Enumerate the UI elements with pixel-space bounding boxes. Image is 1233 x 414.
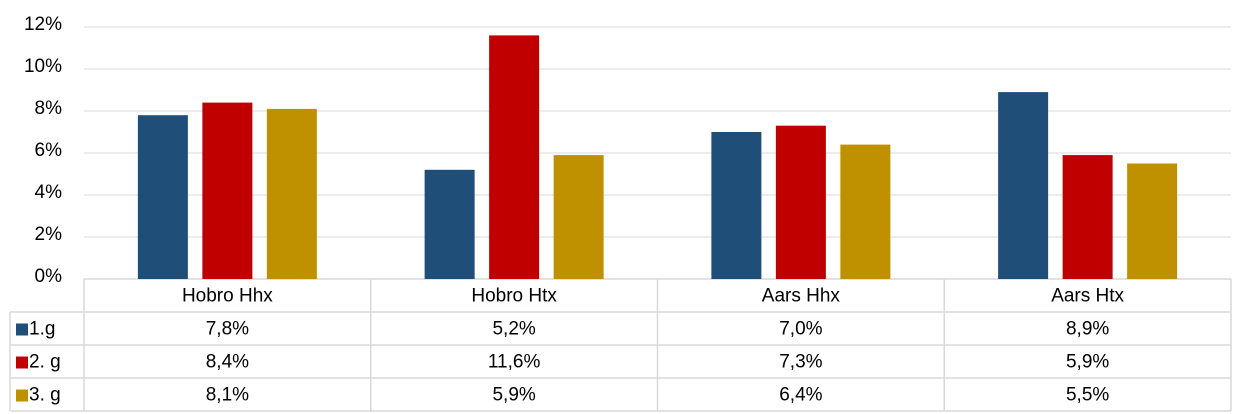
- bar: [137, 115, 188, 279]
- y-tick-label: 10%: [24, 56, 62, 77]
- y-tick-label: 12%: [24, 14, 62, 35]
- data-label: 5,5%: [1066, 385, 1109, 406]
- bar: [266, 108, 317, 280]
- y-tick-label: 8%: [35, 98, 63, 119]
- bar: [840, 144, 891, 279]
- bar: [202, 102, 253, 279]
- legend-label: 2. g: [29, 352, 61, 373]
- y-tick-label: 6%: [35, 140, 63, 161]
- bar: [424, 169, 475, 279]
- data-label: 5,2%: [492, 319, 535, 340]
- legend-key: [16, 389, 28, 402]
- bar: [489, 35, 540, 280]
- legend-key: [16, 356, 28, 369]
- data-label: 11,6%: [488, 352, 541, 373]
- data-label: 5,9%: [1066, 352, 1109, 373]
- y-tick-label: 0%: [35, 266, 63, 287]
- data-label: 6,4%: [779, 385, 822, 406]
- legend-label: 3. g: [29, 385, 61, 406]
- y-tick-label: 4%: [35, 182, 63, 203]
- bar: [553, 155, 604, 279]
- data-label: 5,9%: [492, 385, 535, 406]
- data-label: 8,1%: [206, 385, 249, 406]
- legend-label: 1.g: [29, 319, 55, 340]
- x-tick-label: Aars Hhx: [762, 286, 841, 307]
- x-tick-label: Hobro Htx: [471, 286, 557, 307]
- bar: [1127, 163, 1178, 279]
- y-tick-label: 2%: [35, 224, 63, 245]
- data-label: 8,9%: [1066, 319, 1109, 340]
- x-tick-label: Aars Htx: [1051, 286, 1124, 307]
- data-label: 7,3%: [779, 352, 822, 373]
- data-label: 8,4%: [206, 352, 249, 373]
- bar: [775, 125, 826, 279]
- data-label: 7,8%: [206, 319, 249, 340]
- x-tick-label: Hobro Hhx: [182, 286, 273, 307]
- data-label: 7,0%: [779, 319, 822, 340]
- bar: [711, 132, 762, 279]
- bar: [998, 92, 1049, 279]
- legend-key: [16, 323, 28, 336]
- bar: [1062, 155, 1113, 279]
